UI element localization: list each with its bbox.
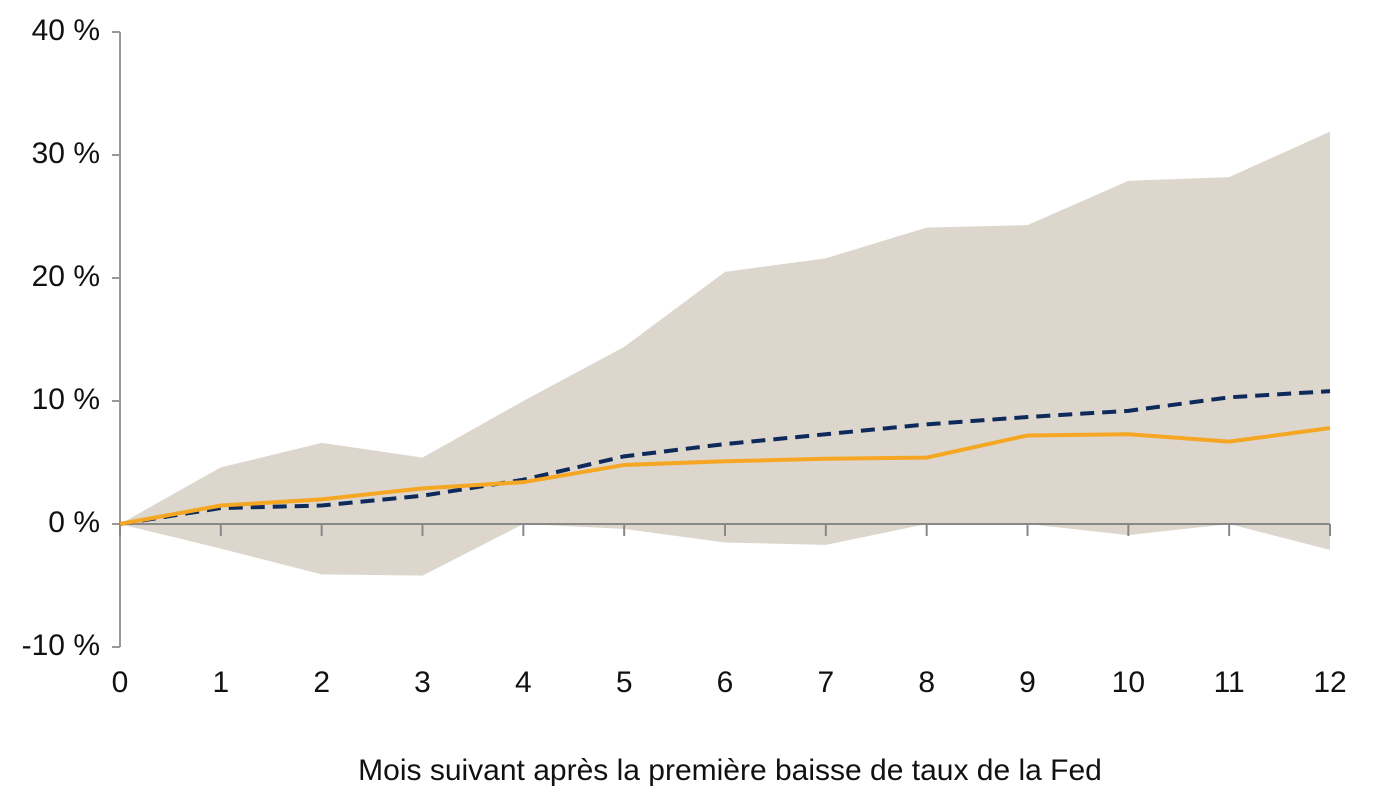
x-tick-label: 12 [1313, 666, 1346, 699]
x-tick-label: 2 [313, 666, 330, 699]
x-tick-label: 0 [112, 666, 129, 699]
range-band [120, 131, 1330, 576]
x-tick-label: 11 [1214, 666, 1245, 699]
x-tick-label: 3 [414, 666, 431, 699]
x-tick-label: 1 [212, 666, 229, 699]
y-tick-label: 20 % [32, 260, 100, 293]
x-tick-label: 5 [616, 666, 633, 699]
y-tick-label: 0 % [48, 506, 100, 539]
series-line [119, 426, 1331, 526]
x-tick-label: 8 [918, 666, 935, 699]
x-axis-title: Mois suivant après la première baisse de… [358, 754, 1102, 787]
x-tick-label: 7 [817, 666, 834, 699]
x-tick-label: 6 [717, 666, 734, 699]
y-tick-label: 10 % [32, 383, 100, 416]
series-line [119, 389, 1331, 526]
x-tick-label: 4 [515, 666, 532, 699]
x-tick-label: 10 [1112, 666, 1145, 699]
y-tick-label: 30 % [32, 137, 100, 170]
y-tick-label: -10 % [22, 629, 100, 662]
x-tick-label: 9 [1019, 666, 1036, 699]
y-tick-label: 40 % [32, 14, 100, 47]
